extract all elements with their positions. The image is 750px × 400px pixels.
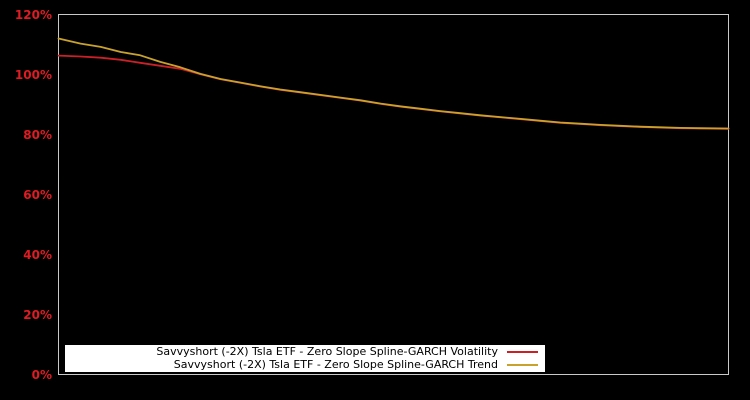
legend-label-trend: Savvyshort (-2X) Tsla ETF - Zero Slope S… (173, 357, 498, 371)
y-tick-label: 0% (31, 367, 52, 382)
y-tick-label: 20% (23, 307, 52, 322)
legend: Savvyshort (-2X) Tsla ETF - Zero Slope S… (65, 345, 545, 372)
plot-border (58, 14, 729, 375)
y-tick-label: 100% (14, 67, 52, 82)
volatility-line-series (57, 54, 730, 130)
trend-line-swatch (507, 363, 538, 366)
y-tick-label: 120% (14, 7, 52, 22)
y-tick-label: 40% (23, 247, 52, 262)
y-tick-label: 80% (23, 127, 52, 142)
legend-item-volatility: Savvyshort (-2X) Tsla ETF - Zero Slope S… (65, 346, 545, 359)
volatility-line-swatch (507, 351, 538, 354)
legend-label-volatility: Savvyshort (-2X) Tsla ETF - Zero Slope S… (156, 345, 498, 359)
trend-line-series (57, 37, 730, 130)
y-tick-label: 60% (23, 187, 52, 202)
legend-item-trend: Savvyshort (-2X) Tsla ETF - Zero Slope S… (65, 357, 545, 372)
